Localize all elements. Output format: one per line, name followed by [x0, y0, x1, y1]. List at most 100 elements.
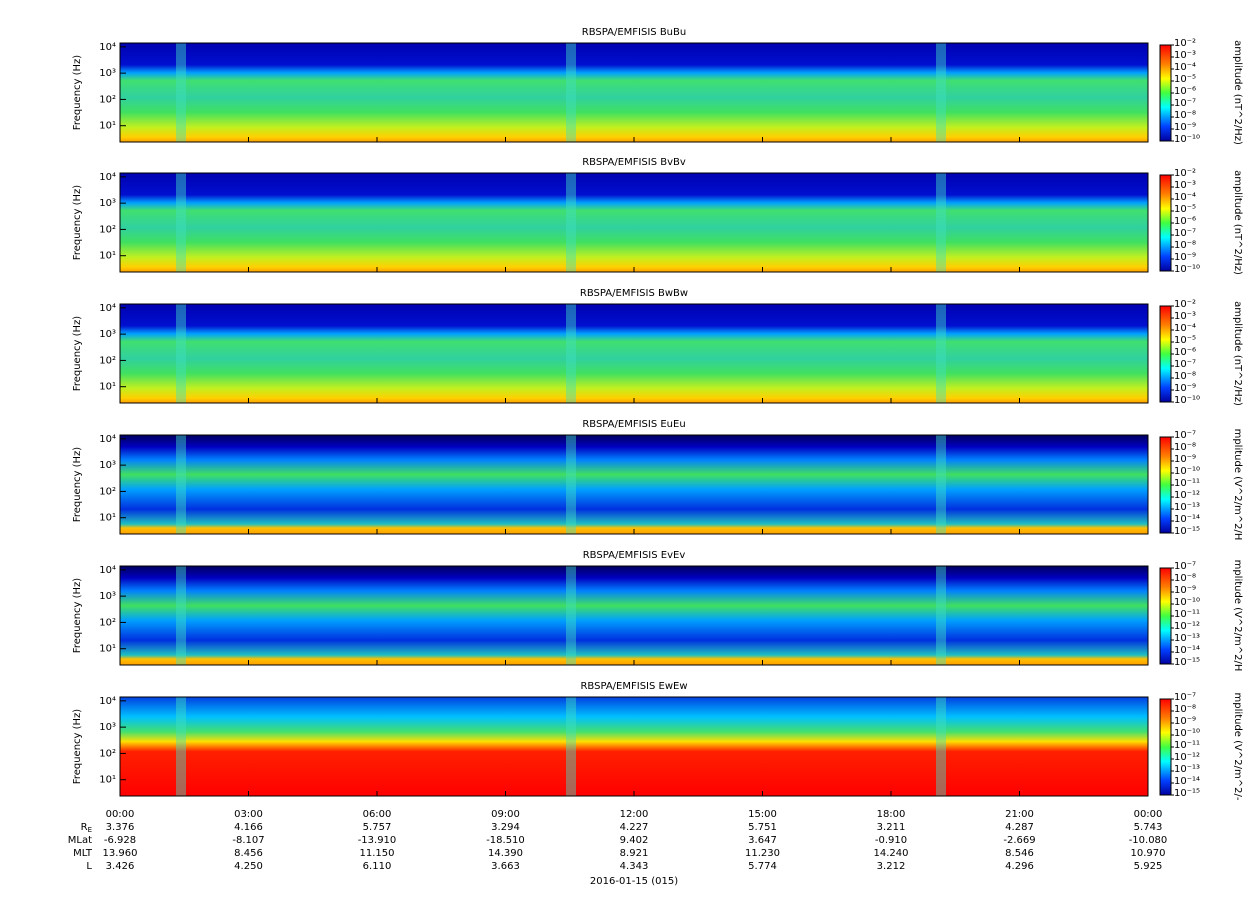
- x-tick-label: 09:00: [491, 809, 520, 820]
- feature-streak: [176, 173, 186, 272]
- colorbar-tick-label: 10⁻⁸: [1174, 240, 1196, 251]
- ephemeris-value: 4.287: [1005, 822, 1034, 833]
- ephemeris-value: 3.294: [491, 822, 520, 833]
- colorbar-tick-label: 10⁻¹⁴: [1174, 776, 1200, 787]
- feature-streak: [566, 43, 576, 142]
- ephemeris-value: -6.928: [104, 835, 136, 846]
- colorbar: [1159, 698, 1172, 796]
- colorbar-label: mplitude (V^2/m^2/H: [1232, 560, 1243, 672]
- ephemeris-value: 14.240: [874, 848, 909, 859]
- colorbar-tick-label: 10⁻⁷: [1174, 430, 1196, 441]
- feature-streak: [176, 435, 186, 534]
- y-tick-label: 10³: [99, 198, 116, 209]
- ephemeris-value: 4.296: [1005, 861, 1034, 872]
- colorbar-tick-label: 10⁻⁸: [1174, 110, 1196, 121]
- feature-streak: [936, 697, 946, 796]
- colorbar-tick-label: 10⁻⁹: [1174, 716, 1196, 727]
- y-tick-label: 10³: [99, 329, 116, 340]
- ephemeris-value: -0.910: [875, 835, 907, 846]
- y-tick-label: 10²: [99, 486, 116, 497]
- colorbar-tick-label: 10⁻¹³: [1174, 764, 1200, 775]
- feature-streak: [566, 173, 576, 272]
- ephemeris-value: 5.751: [748, 822, 777, 833]
- feature-streak: [176, 304, 186, 403]
- ephemeris-value: 8.921: [620, 848, 649, 859]
- spectrogram-image: [120, 173, 1148, 272]
- feature-streak: [176, 697, 186, 796]
- colorbar-tick-label: 10⁻⁷: [1174, 692, 1196, 703]
- feature-streak: [566, 304, 576, 403]
- colorbar-tick-label: 10⁻³: [1174, 50, 1196, 61]
- y-axis-label: Frequency (Hz): [72, 578, 83, 654]
- y-tick-label: 10²: [99, 94, 116, 105]
- ephemeris-value: 5.925: [1134, 861, 1163, 872]
- colorbar-tick-label: 10⁻¹⁴: [1174, 645, 1200, 656]
- colorbar: [1159, 174, 1172, 272]
- date-label: 2016-01-15 (015): [590, 876, 678, 887]
- x-tick-label: 00:00: [1134, 809, 1163, 820]
- colorbar: [1159, 567, 1172, 665]
- y-tick-label: 10¹: [99, 121, 116, 132]
- panel-title: RBSPA/EMFISIS EuEu: [582, 419, 685, 430]
- ephemeris-value: 5.743: [1134, 822, 1163, 833]
- colorbar-tick-label: 10⁻⁶: [1174, 347, 1196, 358]
- panel-title: RBSPA/EMFISIS BvBv: [582, 157, 686, 168]
- colorbar-tick-label: 10⁻⁷: [1174, 98, 1196, 109]
- ephemeris-value: 3.647: [748, 835, 777, 846]
- y-tick-label: 10¹: [99, 513, 116, 524]
- colorbar-tick-label: 10⁻⁵: [1174, 204, 1196, 215]
- colorbar-tick-label: 10⁻¹⁴: [1174, 514, 1200, 525]
- colorbar-label: amplitude (nT^2/Hz): [1232, 40, 1243, 145]
- colorbar-tick-label: 10⁻¹⁰: [1174, 395, 1200, 406]
- y-tick-label: 10¹: [99, 251, 116, 262]
- colorbar-label: mplitude (V^2/m^2/-: [1232, 693, 1243, 801]
- feature-streak: [176, 43, 186, 142]
- colorbar-tick-label: 10⁻⁹: [1174, 383, 1196, 394]
- colorbar-tick-label: 10⁻¹⁵: [1174, 788, 1200, 799]
- colorbar-tick-label: 10⁻¹¹: [1174, 478, 1200, 489]
- y-tick-label: 10²: [99, 355, 116, 366]
- feature-streak: [936, 435, 946, 534]
- ephemeris-value: 4.250: [234, 861, 263, 872]
- colorbar-tick-label: 10⁻³: [1174, 180, 1196, 191]
- y-tick-label: 10³: [99, 460, 116, 471]
- y-tick-label: 10²: [99, 617, 116, 628]
- colorbar-tick-label: 10⁻⁹: [1174, 252, 1196, 263]
- feature-streak: [566, 697, 576, 796]
- colorbar-tick-label: 10⁻⁷: [1174, 228, 1196, 239]
- y-axis-label: Frequency (Hz): [72, 316, 83, 392]
- y-tick-label: 10¹: [99, 775, 116, 786]
- y-axis-label: Frequency (Hz): [72, 709, 83, 785]
- ephemeris-value: 11.150: [360, 848, 395, 859]
- colorbar-tick-label: 10⁻⁸: [1174, 371, 1196, 382]
- y-tick-label: 10¹: [99, 644, 116, 655]
- y-axis-label: Frequency (Hz): [72, 185, 83, 261]
- colorbar-tick-label: 10⁻¹¹: [1174, 609, 1200, 620]
- x-tick-label: 06:00: [363, 809, 392, 820]
- ephemeris-value: 5.757: [363, 822, 392, 833]
- ephemeris-label-text: MLT: [73, 848, 93, 859]
- colorbar: [1159, 44, 1172, 142]
- colorbar-tick-label: 10⁻⁸: [1174, 442, 1196, 453]
- ephemeris-value: 10.970: [1131, 848, 1166, 859]
- panel-title: RBSPA/EMFISIS EwEw: [580, 681, 687, 692]
- colorbar-tick-label: 10⁻²: [1174, 38, 1196, 49]
- colorbar-tick-label: 10⁻²: [1174, 299, 1196, 310]
- y-tick-label: 10⁴: [99, 696, 116, 707]
- colorbar-tick-label: 10⁻¹²: [1174, 752, 1200, 763]
- y-axis-label: Frequency (Hz): [72, 55, 83, 131]
- panel-title: RBSPA/EMFISIS BuBu: [582, 27, 686, 38]
- colorbar-label: amplitude (nT^2/Hz): [1232, 301, 1243, 406]
- feature-streak: [566, 566, 576, 665]
- ephemeris-value: -18.510: [486, 835, 525, 846]
- ephemeris-label-text: L: [86, 861, 92, 872]
- ephemeris-label: L: [86, 861, 92, 872]
- feature-streak: [936, 304, 946, 403]
- colorbar-tick-label: 10⁻⁴: [1174, 323, 1196, 334]
- panel-title: RBSPA/EMFISIS EvEv: [583, 550, 686, 561]
- colorbar-tick-label: 10⁻¹⁵: [1174, 657, 1200, 668]
- ephemeris-value: 9.402: [620, 835, 649, 846]
- ephemeris-value: 4.343: [620, 861, 649, 872]
- y-tick-label: 10⁴: [99, 303, 116, 314]
- ephemeris-value: 3.426: [106, 861, 135, 872]
